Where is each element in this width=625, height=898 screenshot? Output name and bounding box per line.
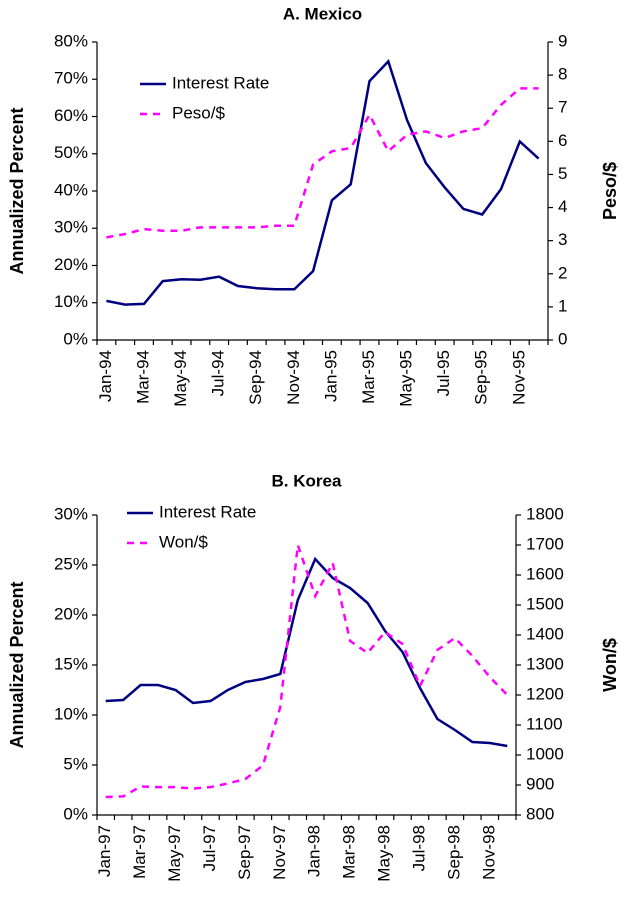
y-tick-label: 70% — [54, 69, 88, 88]
y-axis-label: Annualized Percent — [7, 581, 27, 748]
y-tick-label: 80% — [54, 31, 88, 50]
y2-tick-label: 5 — [558, 164, 567, 183]
y2-tick-label: 8 — [558, 65, 567, 84]
series-line — [106, 59, 540, 306]
x-tick-label: Jan-95 — [321, 350, 340, 402]
y-tick-label: 30% — [54, 218, 88, 237]
y-tick-label: 20% — [54, 255, 88, 274]
x-tick-label: Jul-95 — [434, 350, 453, 396]
y-tick-label: 20% — [54, 604, 88, 623]
x-tick-label: May-95 — [397, 350, 416, 407]
y2-tick-label: 1300 — [526, 654, 564, 673]
x-tick-label: Nov-95 — [509, 350, 528, 405]
y-tick-label: 10% — [54, 704, 88, 723]
x-tick-label: Nov-98 — [479, 825, 498, 880]
y2-axis-label: Won/$ — [600, 638, 620, 692]
y2-tick-label: 2 — [558, 263, 567, 282]
y-tick-label: 0% — [63, 804, 88, 823]
y2-tick-label: 9 — [558, 31, 567, 50]
y2-tick-label: 1600 — [526, 564, 564, 583]
chart-title: B. Korea — [272, 471, 342, 490]
x-tick-label: May-98 — [375, 825, 394, 882]
x-tick-label: May-97 — [165, 825, 184, 882]
chart-title: A. Mexico — [283, 4, 362, 23]
legend-label: Peso/$ — [172, 103, 225, 122]
y-tick-label: 10% — [54, 292, 88, 311]
y2-tick-label: 3 — [558, 230, 567, 249]
y-tick-label: 0% — [63, 329, 88, 348]
x-tick-label: Mar-95 — [359, 350, 378, 404]
y2-tick-label: 1100 — [526, 714, 563, 733]
y2-tick-label: 1400 — [526, 624, 564, 643]
y2-tick-label: 7 — [558, 98, 567, 117]
y2-tick-label: 4 — [558, 197, 567, 216]
y-axis-label: Annualized Percent — [7, 107, 27, 274]
y-tick-label: 40% — [54, 180, 88, 199]
x-tick-label: Sep-97 — [235, 825, 254, 880]
x-tick-label: Sep-95 — [472, 350, 491, 405]
x-tick-label: May-94 — [171, 350, 190, 407]
series-line — [106, 87, 539, 239]
legend-label: Interest Rate — [172, 73, 269, 92]
legend-label: Interest Rate — [159, 502, 256, 521]
y2-tick-label: 1700 — [526, 534, 564, 553]
series-line — [105, 556, 508, 748]
x-tick-label: Jul-94 — [209, 350, 228, 396]
x-tick-label: Jul-98 — [409, 825, 428, 871]
x-tick-label: Sep-98 — [444, 825, 463, 880]
x-tick-label: Mar-98 — [340, 825, 359, 879]
x-tick-label: Jul-97 — [200, 825, 219, 871]
x-tick-label: Jan-98 — [305, 825, 324, 877]
x-tick-label: Jan-97 — [95, 825, 114, 877]
x-tick-label: Mar-97 — [130, 825, 149, 879]
y2-tick-label: 1 — [558, 296, 567, 315]
legend-label: Won/$ — [159, 532, 208, 551]
y-tick-label: 15% — [54, 654, 88, 673]
x-tick-label: Sep-94 — [246, 350, 265, 405]
x-tick-label: Nov-94 — [284, 350, 303, 405]
y2-tick-label: 800 — [526, 804, 554, 823]
y-tick-label: 60% — [54, 106, 88, 125]
y2-axis-label: Peso/$ — [600, 162, 620, 220]
y2-tick-label: 900 — [526, 774, 554, 793]
y2-tick-label: 1000 — [526, 744, 564, 763]
y-tick-label: 25% — [54, 554, 88, 573]
x-tick-label: Jan-94 — [96, 350, 115, 402]
series-line — [105, 544, 509, 799]
y2-tick-label: 0 — [558, 329, 567, 348]
y-tick-label: 30% — [54, 504, 88, 523]
y2-tick-label: 1200 — [526, 684, 564, 703]
x-tick-label: Nov-97 — [270, 825, 289, 880]
y-tick-label: 50% — [54, 143, 88, 162]
y2-tick-label: 1500 — [526, 594, 564, 613]
y2-tick-label: 1800 — [526, 504, 564, 523]
y2-tick-label: 6 — [558, 131, 567, 150]
y-tick-label: 5% — [63, 754, 88, 773]
x-tick-label: Mar-94 — [133, 350, 152, 404]
